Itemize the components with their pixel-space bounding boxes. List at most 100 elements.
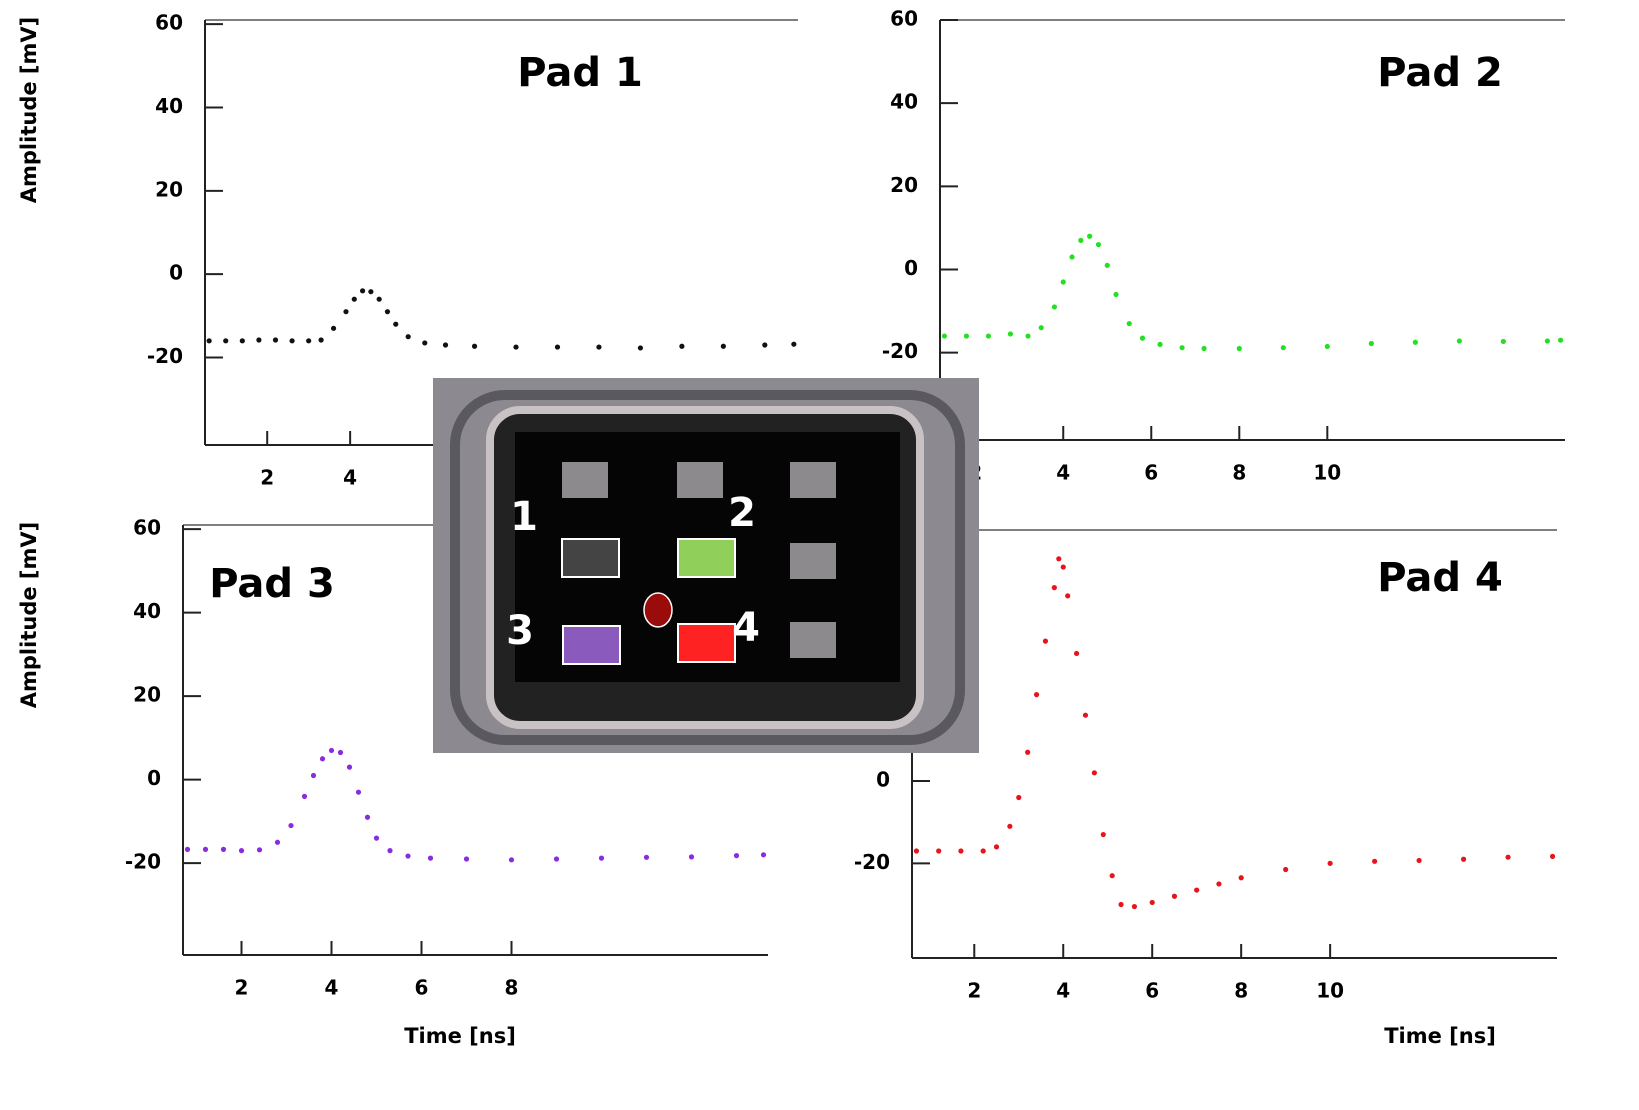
y-tick-label: 0 [169,261,183,285]
y-tick-label: 20 [890,173,918,197]
x-tick-label: 8 [1232,461,1246,485]
data-point [980,848,986,854]
chart-title: Pad 4 [1377,555,1503,601]
x-tick-label: 8 [505,976,519,1000]
data-point [422,340,428,346]
y-tick-label: 20 [155,177,183,201]
data-point [330,325,337,331]
data-point [963,333,970,339]
data-point [598,855,605,861]
data-point [359,288,366,294]
data-point [993,844,1000,850]
pad-4-marker [677,623,736,663]
data-point [1051,304,1058,310]
y-tick-label: 60 [155,11,183,35]
x-tick-label: 4 [1056,461,1070,485]
data-point [1327,860,1333,866]
data-point [1372,858,1378,864]
data-point [913,848,920,854]
data-point [272,337,279,343]
x-tick-label: 4 [343,466,357,490]
data-point [1104,262,1110,268]
y-tick-label: 60 [890,7,918,31]
data-point [1412,339,1418,345]
data-point [364,814,371,820]
x-tick-label: 2 [967,979,981,1003]
data-point [239,338,245,344]
data-point [328,747,335,754]
data-point [1095,241,1102,248]
data-point [223,338,229,344]
data-point [1201,345,1207,352]
data-point [958,848,964,854]
data-point [1060,564,1066,570]
x-tick-label: 4 [325,976,339,1000]
data-point [1416,857,1422,864]
data-point [355,789,362,795]
data-point [1236,345,1242,352]
data-point [373,835,380,841]
data-point [405,853,411,859]
data-point [289,338,295,344]
data-point [1283,866,1289,873]
data-point [206,338,212,344]
data-point [1109,873,1115,879]
pad-number: 3 [506,608,534,654]
x-tick-label: 6 [415,976,429,1000]
x-tick-label: 6 [1144,461,1158,485]
pad-1-marker [561,538,620,578]
y-tick-label: 20 [133,683,161,707]
data-point [936,848,942,854]
data-point [1033,692,1040,698]
data-point [274,839,281,845]
y-tick-label: 40 [133,599,161,623]
data-point [1324,343,1330,350]
pad-2-marker [677,538,736,578]
photo-pad [562,462,608,498]
data-point [1038,325,1044,331]
data-point [319,756,326,762]
data-point [1131,903,1138,910]
y-tick-label: -20 [125,850,161,874]
pad-number: 2 [728,490,756,536]
data-point [553,856,560,862]
data-point [306,338,312,344]
data-point [471,343,478,349]
photo-pad [677,462,723,498]
data-point [1557,337,1564,343]
data-point [554,344,561,350]
photo-ring [450,390,965,745]
data-point [368,289,374,295]
x-tick-label: 8 [1234,979,1248,1003]
data-point [310,772,317,779]
x-tick-label: 2 [235,976,249,1000]
sensor-photo: 1 2 3 4 [433,378,979,753]
data-point [762,342,768,348]
photo-pad [790,543,836,579]
data-point [376,296,382,302]
data-point [238,848,245,854]
data-point [679,343,685,349]
data-point [393,321,399,327]
data-point [1216,881,1222,887]
data-point [688,854,695,860]
laser-spot [643,592,673,628]
y-axis-label: Amplitude [mV] [17,17,41,203]
data-point [343,309,349,315]
x-tick-label: 10 [1313,461,1341,485]
y-tick-label: 40 [155,94,183,118]
data-point [387,848,393,854]
data-point [1238,875,1244,881]
data-point [1500,338,1506,345]
data-point [1007,331,1014,337]
data-point [941,333,948,339]
x-axis-label: Time [ns] [404,1024,516,1048]
y-tick-label: -20 [882,339,918,363]
x-tick-label: 2 [260,466,274,490]
data-point [1368,340,1374,347]
data-point [1113,291,1119,298]
y-tick-label: 0 [147,766,161,790]
data-point [318,337,324,343]
